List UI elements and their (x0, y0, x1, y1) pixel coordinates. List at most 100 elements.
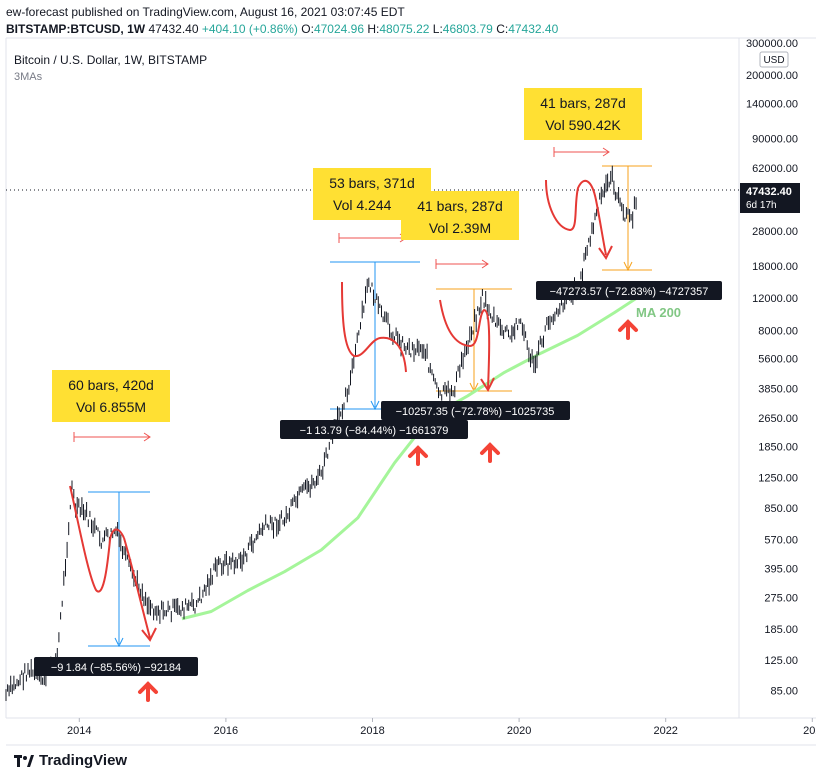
measure-label-2022-text: −47273.57 (−72.83%) −4727357 (550, 286, 709, 298)
y-tick-label: 125.00 (764, 655, 798, 667)
up-arrow-2019 (408, 445, 428, 466)
tradingview-logo-dot (23, 755, 27, 760)
wave-2021 (545, 179, 607, 256)
currency-badge[interactable]: USD (759, 51, 789, 68)
measure-label-2018-text: −1 13.79 (−84.44%) −1661379 (300, 425, 449, 437)
annotation-box-2021: 41 bars, 287d Vol 590.42K (524, 88, 642, 140)
measure-label-2014-text: −9 1.84 (−85.56%) −92184 (51, 662, 181, 674)
range-arrow-2014-head (143, 432, 151, 442)
range-arrow-2020 (435, 259, 489, 269)
y-tick-label: 140000.00 (746, 99, 798, 111)
y-tick-label: 1250.00 (758, 472, 798, 484)
annotation-box-2021-line1: 41 bars, 287d (540, 95, 626, 111)
up-arrows (138, 319, 638, 702)
measure-label-2018-bg (280, 420, 468, 439)
range-arrow-2021 (553, 147, 610, 157)
o-value: 47024.96 (313, 22, 365, 36)
last-price-label-bg (740, 183, 800, 213)
wave-2018 (341, 281, 407, 373)
measure-label-2020: −10257.35 (−72.78%) −1025735 (381, 401, 570, 420)
annotation-box-2013-line1: 60 bars, 420d (68, 377, 154, 393)
measure-label-2014-bg (34, 657, 198, 676)
measure-2014-arrowhead (114, 637, 124, 648)
x-tick-label: 2018 (360, 725, 384, 737)
y-tick-label: 8000.00 (758, 325, 798, 337)
y-tick-label: 12000.00 (752, 293, 798, 305)
y-tick-label: 395.00 (764, 564, 798, 576)
o-label: O: (301, 22, 314, 36)
annotation-box-2013: 60 bars, 420d Vol 6.855M (52, 370, 170, 422)
footer-brand-name: TradingView (39, 752, 128, 769)
x-tick-label: 2016 (214, 725, 238, 737)
annotation-box-2019: 41 bars, 287d Vol 2.39M (401, 191, 519, 240)
wave-2021-arrowhead (598, 245, 613, 260)
up-arrow-2020 (480, 442, 500, 463)
y-tick-label: 2650.00 (758, 413, 798, 425)
y-tick-label: 28000.00 (752, 226, 798, 238)
y-tick-label: 5600.00 (758, 354, 798, 366)
wave-2014-arrowhead (141, 627, 157, 642)
l-label: L: (432, 22, 443, 36)
c-label: C: (496, 22, 509, 36)
y-tick-label: 300000.00 (746, 38, 798, 50)
legend-indicator: 3MAs (14, 71, 43, 83)
measure-label-2022: −47273.57 (−72.83%) −4727357 (536, 281, 722, 300)
range-arrow-2021-head (602, 147, 610, 157)
time-axis[interactable]: 2014 2016 2018 2020 2022 202 (67, 718, 816, 737)
footer-brand[interactable]: TradingView (14, 752, 127, 769)
y-tick-label: 200000.00 (746, 70, 798, 82)
ma200-layer (181, 296, 638, 621)
up-arrow-2022 (618, 319, 638, 340)
y-tick-label: 275.00 (764, 592, 798, 604)
range-arrow-2014 (73, 432, 151, 442)
wave-2014-right (123, 537, 151, 639)
wave-2020-arrowhead (480, 377, 495, 393)
change-value: +404.10 (+0.86%) (201, 22, 298, 36)
y-tick-label: 570.00 (764, 535, 798, 547)
c-value: 47432.40 (508, 22, 559, 36)
up-arrow-2015 (138, 681, 158, 702)
measure-2018 (330, 261, 420, 411)
h-label: H: (367, 22, 380, 36)
x-tick-label: 2014 (67, 725, 91, 737)
annotation-box-2019-line1: 41 bars, 287d (417, 198, 503, 214)
ma200-label: MA 200 (636, 305, 681, 320)
measure-2022 (602, 165, 652, 272)
tradingview-logo-stem (17, 754, 20, 767)
measure-2022-arrowhead (623, 261, 633, 272)
y-tick-label: 62000.00 (752, 163, 798, 175)
measure-label-2022-bg (536, 281, 722, 300)
price-value: 47432.40 (148, 22, 199, 36)
measure-2018-arrowhead (370, 400, 380, 411)
annotation-box-2017-line2: Vol 4.244 (333, 197, 392, 213)
measure-label-2018: −1 13.79 (−84.44%) −1661379 (280, 420, 468, 439)
legend-title: Bitcoin / U.S. Dollar, 1W, BITSTAMP (14, 53, 207, 67)
y-tick-label: 1850.00 (758, 441, 798, 453)
y-tick-label: 3850.00 (758, 383, 798, 395)
ohlc-line: BITSTAMP:BTCUSD, 1W 47432.40 +404.10 (+0… (6, 22, 558, 36)
y-tick-label: 90000.00 (752, 134, 798, 146)
price-axis[interactable]: 300000.00 200000.00 140000.00 90000.00 62000… (746, 38, 798, 697)
currency-label: USD (763, 55, 784, 66)
measure-2014 (88, 491, 150, 648)
x-tick-label: 202 (803, 725, 816, 737)
last-price-label: 47432.40 6d 17h (740, 183, 800, 213)
bar-countdown: 6d 17h (746, 200, 777, 211)
annotation-box-2017-line1: 53 bars, 371d (329, 175, 415, 191)
measure-label-2014: −9 1.84 (−85.56%) −92184 (34, 657, 198, 676)
annotation-box-2013-line2: Vol 6.855M (75, 399, 147, 415)
l-value: 46803.79 (442, 22, 493, 36)
last-price-value: 47432.40 (746, 186, 792, 198)
y-tick-label: 850.00 (764, 503, 798, 515)
wave-2020 (439, 299, 491, 389)
measure-label-2020-text: −10257.35 (−72.78%) −1025735 (396, 406, 555, 418)
y-tick-label: 185.00 (764, 624, 798, 636)
wave-2014-left (69, 485, 125, 593)
x-tick-label: 2020 (507, 725, 531, 737)
currency-badge-bg (759, 51, 789, 68)
y-tick-label: 85.00 (770, 685, 798, 697)
h-value: 48075.22 (379, 22, 430, 36)
published-line: ew-forecast published on TradingView.com… (6, 5, 405, 19)
x-tick-label: 2022 (653, 725, 677, 737)
